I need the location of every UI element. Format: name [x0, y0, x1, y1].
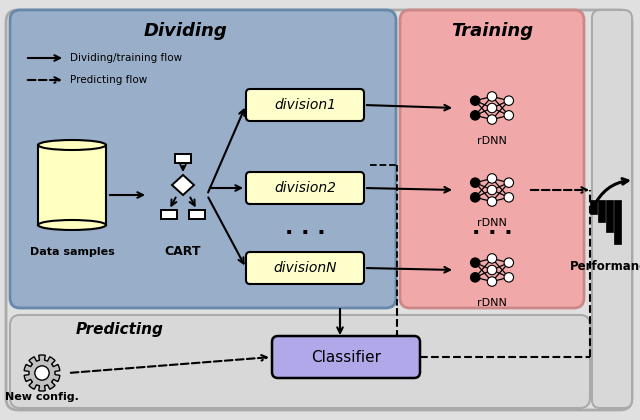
Circle shape: [487, 277, 497, 286]
Circle shape: [470, 178, 480, 187]
FancyBboxPatch shape: [10, 10, 396, 308]
Circle shape: [504, 258, 513, 268]
FancyBboxPatch shape: [246, 252, 364, 284]
Circle shape: [470, 273, 480, 282]
Text: New config.: New config.: [5, 392, 79, 402]
Circle shape: [504, 110, 513, 120]
Ellipse shape: [38, 140, 106, 150]
Text: rDNN: rDNN: [477, 298, 507, 308]
Circle shape: [487, 197, 497, 206]
Polygon shape: [24, 355, 60, 391]
Text: Data samples: Data samples: [29, 247, 115, 257]
Circle shape: [504, 273, 513, 282]
Circle shape: [487, 92, 497, 101]
FancyBboxPatch shape: [246, 89, 364, 121]
Text: division1: division1: [274, 98, 336, 112]
Text: Performance: Performance: [570, 260, 640, 273]
Text: Dividing/training flow: Dividing/training flow: [70, 53, 182, 63]
Text: Dividing: Dividing: [143, 22, 227, 40]
Bar: [175, 154, 191, 163]
Circle shape: [487, 185, 497, 195]
Circle shape: [470, 110, 480, 120]
Ellipse shape: [38, 220, 106, 230]
Text: . . .: . . .: [472, 218, 512, 238]
Text: CART: CART: [164, 245, 201, 258]
Bar: [161, 210, 177, 219]
Circle shape: [487, 265, 497, 275]
Bar: [189, 210, 205, 219]
FancyBboxPatch shape: [592, 10, 632, 408]
Circle shape: [470, 193, 480, 202]
FancyBboxPatch shape: [246, 172, 364, 204]
Circle shape: [487, 115, 497, 124]
Polygon shape: [38, 145, 106, 225]
Circle shape: [504, 96, 513, 105]
Text: Training: Training: [451, 22, 533, 40]
Text: Predicting: Predicting: [76, 322, 164, 337]
Circle shape: [35, 366, 49, 380]
Text: rDNN: rDNN: [477, 218, 507, 228]
Text: . . .: . . .: [285, 218, 325, 238]
Circle shape: [504, 178, 513, 187]
Text: Predicting flow: Predicting flow: [70, 75, 147, 85]
FancyBboxPatch shape: [10, 315, 590, 408]
Circle shape: [487, 103, 497, 113]
FancyBboxPatch shape: [272, 336, 420, 378]
Bar: [590, 200, 597, 214]
Circle shape: [487, 174, 497, 183]
Circle shape: [504, 193, 513, 202]
Text: divisionN: divisionN: [273, 261, 337, 275]
FancyBboxPatch shape: [6, 10, 632, 410]
Polygon shape: [172, 175, 194, 195]
Text: Classifier: Classifier: [311, 349, 381, 365]
Bar: [614, 200, 621, 244]
FancyBboxPatch shape: [400, 10, 584, 308]
Bar: [598, 200, 605, 222]
Text: division2: division2: [274, 181, 336, 195]
Circle shape: [470, 96, 480, 105]
Bar: [606, 200, 613, 232]
Circle shape: [487, 254, 497, 263]
Text: rDNN: rDNN: [477, 136, 507, 146]
Circle shape: [470, 258, 480, 268]
